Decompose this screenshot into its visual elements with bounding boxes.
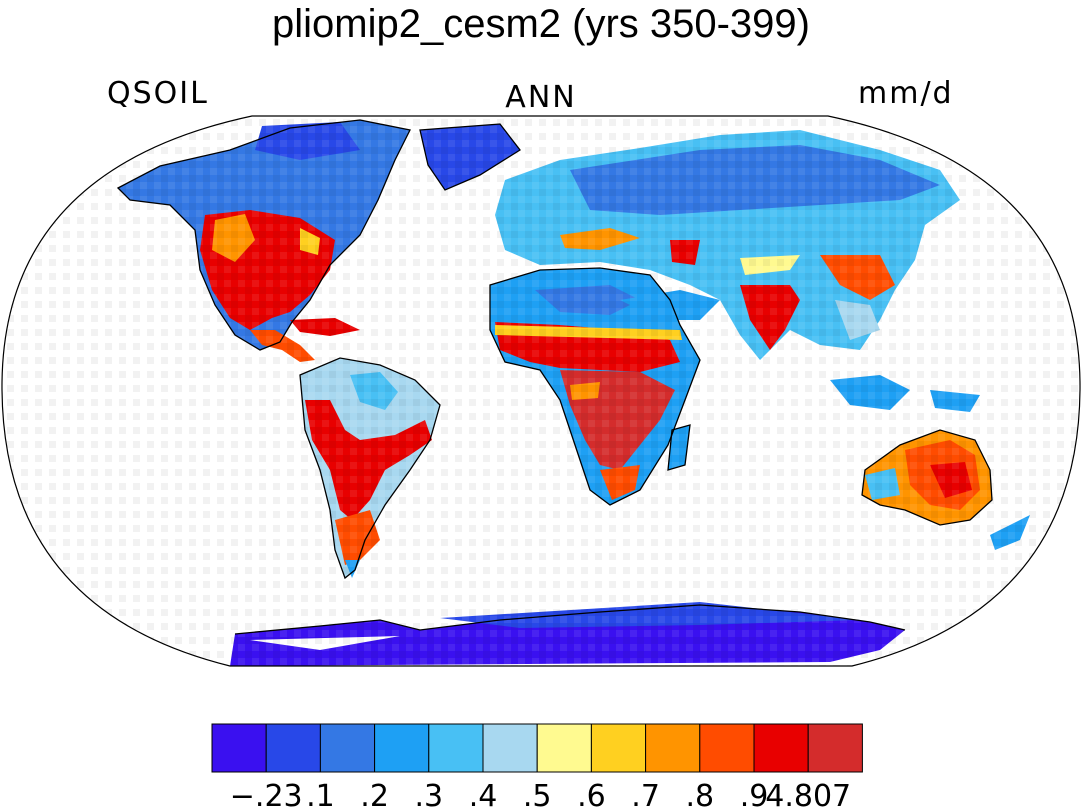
colorbar-box-1 (265, 723, 321, 773)
colorbar-tick-label: .2 (360, 779, 389, 812)
colorbar-box-0 (211, 723, 267, 773)
colorbar-tick-label: .5 (523, 779, 552, 812)
colorbar-box-5 (482, 723, 538, 773)
globe-outline (1, 115, 1081, 667)
colorbar-tick-label: .7 (631, 779, 660, 812)
colorbar-box-3 (374, 723, 430, 773)
colorbar-tick-label: .9 (740, 779, 769, 812)
colorbar-tick-label: 4.807 (765, 779, 851, 812)
colorbar-tick-label: −.23 (230, 779, 303, 812)
colorbar-box-6 (536, 723, 592, 773)
colorbar-tick-label: .1 (306, 779, 335, 812)
variable-label: QSOIL (107, 76, 209, 111)
colorbar-tick-label: .3 (414, 779, 443, 812)
units-label: mm/d (858, 76, 954, 111)
colorbar-box-4 (428, 723, 484, 773)
colorbar-tick-label: .4 (469, 779, 498, 812)
colorbar-box-11 (807, 723, 863, 773)
map-title: pliomip2_cesm2 (yrs 350-399) (271, 2, 810, 46)
colorbar-tick-label: .6 (577, 779, 606, 812)
colorbar-box-7 (590, 723, 647, 773)
colorbar-ticks: −.23.1 .2 .3 .4 .5 .6 .7 .8 .94.807 (230, 779, 851, 812)
colorbar-box-2 (319, 723, 376, 773)
colorbar-box-10 (753, 723, 809, 773)
colorbar-boxes (211, 723, 863, 773)
coastlines (116, 119, 993, 635)
colorbar-tick-label: .8 (685, 779, 714, 812)
colorbar-box-8 (645, 723, 701, 773)
colorbar-box-9 (699, 723, 755, 773)
season-label: ANN (505, 80, 577, 115)
